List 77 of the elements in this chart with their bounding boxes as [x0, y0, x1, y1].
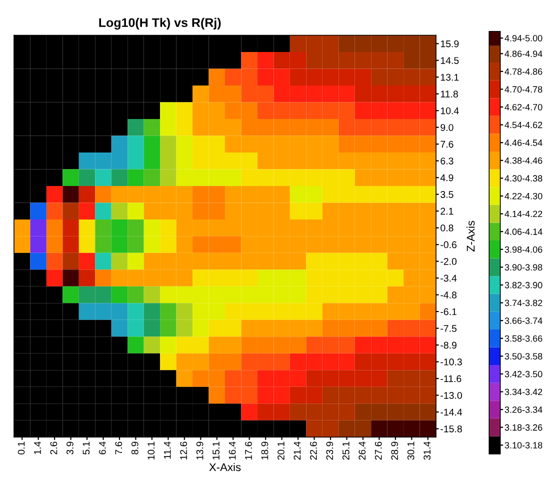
- color-bar-label: 4.38-4.46: [504, 157, 542, 164]
- x-tick-label: 17.6: [245, 442, 252, 460]
- y-tick-label: 4.9: [440, 174, 454, 182]
- color-bar-label: 3.50-3.58: [504, 353, 542, 360]
- color-bar-label: 3.18-3.26: [504, 424, 542, 431]
- y-tick-label: 2.1: [440, 208, 454, 215]
- x-tick-label: 21.4: [294, 442, 301, 460]
- color-bar-label: 4.70-4.78: [504, 86, 542, 93]
- x-axis-title: X-Axis: [209, 462, 241, 472]
- x-tick-label: 11.4: [164, 442, 171, 459]
- color-bar-label: 4.14-4.22: [504, 210, 542, 218]
- y-tick-label: 11.8: [440, 90, 458, 98]
- y-tick-label: -7.5: [440, 325, 457, 332]
- y-axis-title: Z-Axis: [466, 220, 475, 252]
- color-bar-label: 3.10-3.18: [504, 442, 542, 448]
- x-tick-label: 2.6: [50, 442, 58, 454]
- x-tick-label: 10.1: [148, 442, 155, 460]
- x-tick-label: 26.4: [358, 442, 366, 460]
- y-tick-label: -10.3: [440, 358, 462, 366]
- x-tick-label: 16.4: [228, 442, 236, 460]
- color-bar-label: 4.78-4.86: [504, 68, 542, 75]
- color-bar-label: 3.90-3.98: [504, 264, 542, 271]
- y-tick-label: 0.8: [440, 224, 454, 232]
- x-tick-label: 5.1: [82, 442, 90, 454]
- color-bar-label: 3.42-3.50: [504, 370, 542, 378]
- x-tick-label: 8.9: [131, 442, 138, 454]
- color-bar-label: 4.62-4.70: [504, 104, 542, 110]
- x-tick-label: 7.6: [115, 442, 122, 454]
- color-bar-label: 3.66-3.74: [504, 318, 542, 324]
- x-tick-label: 28.9: [391, 442, 398, 460]
- y-tick-label: 10.4: [440, 107, 459, 114]
- y-tick-label: -14.4: [440, 408, 462, 416]
- color-bar-label: 4.22-4.30: [504, 192, 542, 200]
- x-tick-label: 0.1: [18, 442, 25, 454]
- x-tick-label: 15.1: [212, 442, 220, 460]
- y-tick-label: -8.9: [440, 342, 456, 349]
- x-tick-label: 25.1: [342, 442, 350, 460]
- color-bar-label: 4.06-4.14: [504, 228, 542, 235]
- color-bar-label: 3.58-3.66: [504, 335, 542, 342]
- y-tick-label: -0.6: [440, 241, 457, 248]
- y-tick-label: -6.1: [440, 308, 456, 316]
- y-tick-label: 13.1: [440, 74, 459, 81]
- x-tick-label: 12.6: [180, 442, 188, 460]
- y-tick-label: -4.8: [440, 292, 457, 298]
- y-tick-label: 9.0: [440, 124, 454, 131]
- x-tick-label: 3.9: [66, 442, 74, 454]
- x-tick-label: 27.6: [374, 442, 382, 460]
- color-bar-label: 3.26-3.34: [504, 406, 542, 413]
- color-bar-label: 4.94-5.00: [504, 35, 542, 42]
- color-bar-label: 3.74-3.82: [504, 300, 542, 306]
- y-tick-label: -15.8: [440, 425, 462, 432]
- y-tick-label: 6.3: [440, 158, 454, 164]
- chart-title: Log10(H Tk) vs R(Rj): [99, 18, 221, 30]
- color-bar-label: 4.86-4.94: [504, 50, 542, 57]
- y-tick-label: -11.6: [440, 375, 462, 382]
- y-tick-label: 7.6: [440, 140, 454, 148]
- color-bar-label: 4.54-4.62: [504, 122, 542, 128]
- x-tick-label: 31.4: [424, 442, 431, 460]
- x-tick-label: 20.1: [278, 442, 284, 460]
- y-tick-label: 3.5: [440, 191, 454, 198]
- color-bar-label: 3.82-3.90: [504, 282, 542, 288]
- x-tick-label: 22.6: [310, 442, 317, 460]
- color-bar-label: 3.34-3.42: [504, 388, 542, 396]
- color-bar-label: 3.98-4.06: [504, 246, 542, 253]
- x-tick-label: 6.4: [98, 442, 106, 454]
- x-tick-label: 1.4: [34, 442, 41, 454]
- x-tick-label: 13.9: [196, 442, 204, 460]
- color-bar-label: 4.46-4.54: [504, 140, 542, 146]
- y-tick-label: 15.9: [440, 40, 459, 48]
- y-tick-label: -2.0: [440, 258, 457, 265]
- x-tick-label: 18.9: [261, 442, 268, 460]
- x-tick-label: 23.9: [326, 442, 334, 460]
- x-tick-label: 30.1: [407, 442, 414, 460]
- y-tick-label: -13.0: [440, 392, 462, 399]
- y-tick-label: 14.5: [440, 57, 459, 64]
- y-tick-label: -3.4: [440, 274, 457, 282]
- color-bar-label: 4.30-4.38: [504, 175, 542, 182]
